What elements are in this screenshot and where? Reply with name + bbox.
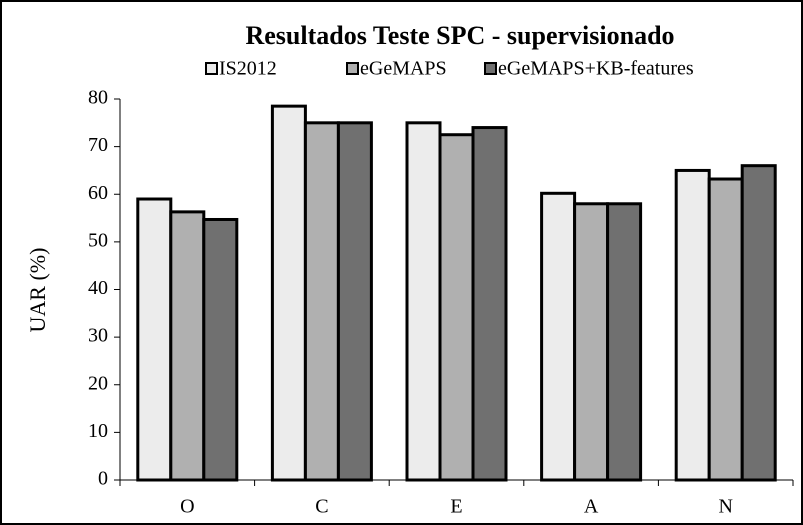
legend-swatch: [346, 62, 359, 75]
bar: [169, 210, 206, 482]
bar: [136, 197, 173, 482]
legend-label: IS2012: [219, 58, 277, 80]
bar: [606, 202, 643, 482]
y-tick-label: 80: [88, 87, 108, 109]
legend-label: eGeMAPS+KB-features: [498, 58, 694, 80]
y-tick-label: 20: [88, 372, 108, 394]
bar: [202, 217, 239, 482]
bar: [405, 121, 442, 482]
y-tick-label: 30: [88, 325, 108, 347]
x-tick-label: E: [450, 496, 462, 518]
y-tick-label: 10: [88, 420, 108, 442]
legend-label: eGeMAPS: [360, 58, 447, 80]
y-axis-label: UAR (%): [25, 248, 50, 333]
bar: [270, 104, 307, 482]
x-tick-label: O: [180, 496, 194, 518]
bar: [336, 121, 373, 482]
bar: [303, 121, 340, 482]
bar: [740, 164, 777, 482]
y-tick-label: 50: [88, 229, 108, 251]
y-tick-label: 70: [88, 134, 108, 156]
legend-swatch: [484, 62, 497, 75]
x-tick-label: C: [315, 496, 328, 518]
bar: [573, 202, 610, 482]
bar: [438, 133, 475, 482]
legend-swatch: [205, 62, 218, 75]
bar: [707, 177, 744, 482]
y-tick-label: 0: [98, 468, 108, 490]
bar: [674, 168, 711, 482]
y-tick-label: 40: [88, 277, 108, 299]
x-tick-label: A: [584, 496, 599, 518]
bar: [471, 126, 508, 482]
bar: [540, 191, 577, 482]
x-tick-label: N: [718, 496, 732, 518]
chart-title: Resultados Teste SPC - supervisionado: [245, 21, 674, 50]
y-tick-label: 60: [88, 182, 108, 204]
